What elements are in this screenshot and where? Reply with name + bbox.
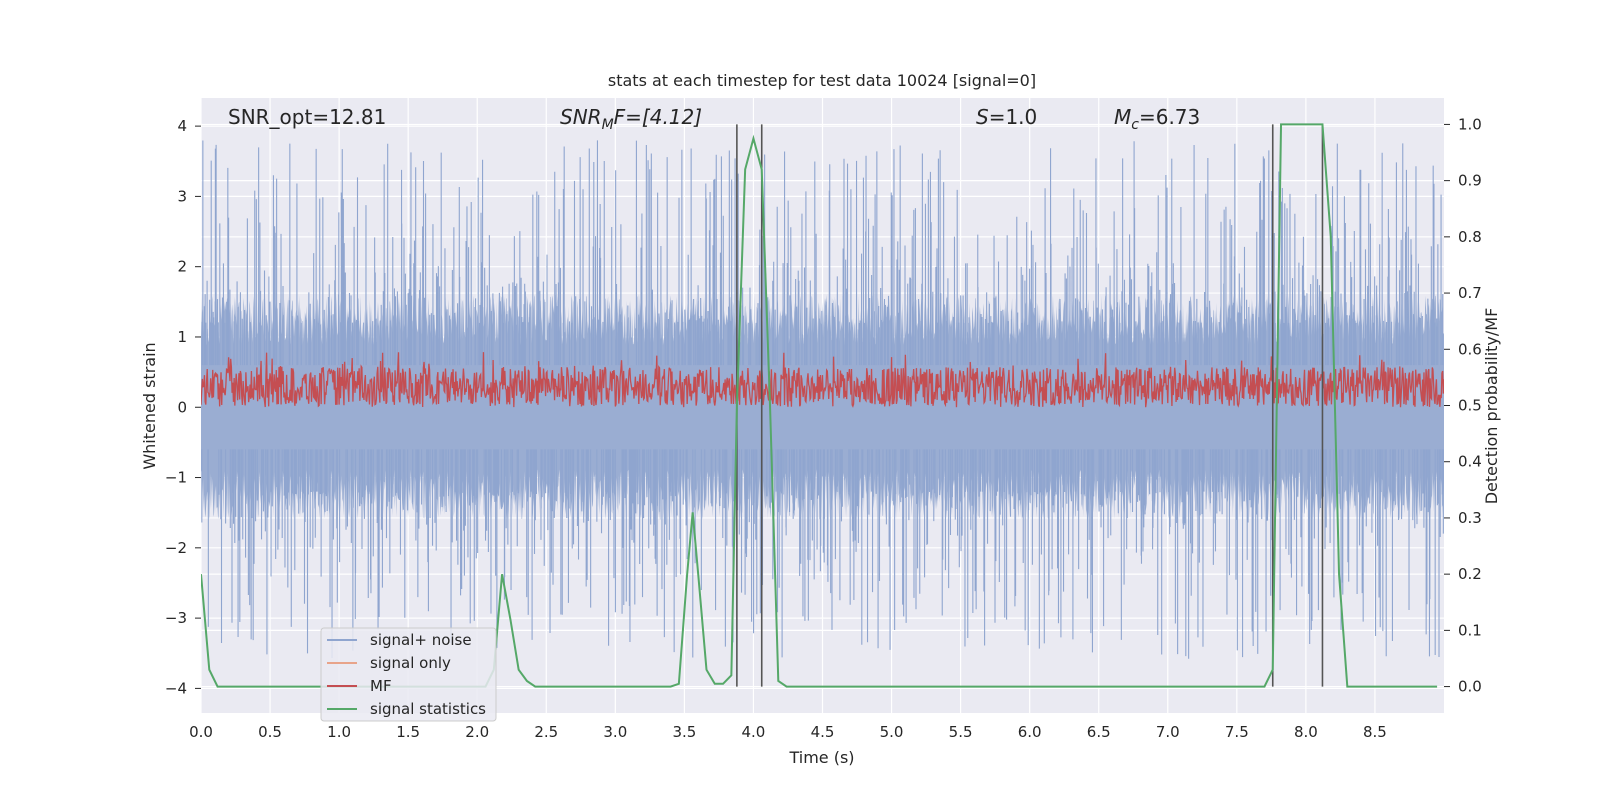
x-tick-6: 3.0: [603, 723, 627, 741]
annotation-mc: Mc=6.73: [1114, 105, 1200, 133]
x-tick-14: 7.0: [1156, 723, 1180, 741]
x-tick-15: 7.5: [1225, 723, 1249, 741]
annotation-s-main: S: [976, 105, 989, 129]
x-tick-8: 4.0: [742, 723, 766, 741]
y2-tick-0: 0.0: [1458, 678, 1482, 696]
legend-label-signal-statistics: signal statistics: [370, 700, 486, 718]
x-tick-4: 2.0: [465, 723, 489, 741]
annotation-snr-mf-rest: F=[4.12]: [614, 105, 702, 129]
y2-tick-3: 0.3: [1458, 509, 1482, 527]
chart-title: stats at each timestep for test data 100…: [608, 71, 1036, 90]
series-signal-noise: [201, 140, 1444, 659]
legend-label-signal-only: signal only: [370, 654, 451, 672]
y2-tick-1: 0.1: [1458, 621, 1482, 639]
annotation-snr-mf-main: SNR: [560, 105, 602, 129]
x-tick-1: 0.5: [258, 723, 282, 741]
y2-axis-label: Detection probability/MF: [1482, 308, 1501, 505]
x-axis-label: Time (s): [788, 748, 854, 767]
y-tick-8: 4: [177, 117, 187, 135]
y-tick-5: 1: [177, 328, 187, 346]
x-tick-11: 5.5: [949, 723, 973, 741]
annotation-mc-sub: c: [1131, 117, 1139, 133]
legend-label-mf: MF: [370, 677, 392, 695]
y-axis-label: Whitened strain: [140, 342, 159, 469]
y2-tick-10: 1.0: [1458, 115, 1482, 133]
x-tick-12: 6.0: [1018, 723, 1042, 741]
legend: signal+ noise signal only MF signal stat…: [320, 627, 497, 722]
y2-tick-9: 0.9: [1458, 172, 1482, 190]
y-tick-6: 2: [177, 258, 187, 276]
y-tick-2: −2: [165, 539, 187, 557]
y2-tick-8: 0.8: [1458, 228, 1482, 246]
y-tick-1: −3: [165, 609, 187, 627]
series-mf: [201, 352, 1444, 408]
x-tick-0: 0.0: [189, 723, 213, 741]
annotation-snr-mf: SNRMF=[4.12]: [560, 105, 702, 133]
x-tick-17: 8.5: [1363, 723, 1387, 741]
y-tick-0: −4: [165, 679, 187, 697]
annotation-mc-rest: =6.73: [1139, 105, 1200, 129]
x-tick-5: 2.5: [534, 723, 558, 741]
annotation-mc-main: M: [1114, 105, 1131, 129]
x-tick-7: 3.5: [672, 723, 696, 741]
x-tick-9: 4.5: [811, 723, 835, 741]
axis-ticks: 0.0 0.5 1.0 1.5 2.0 2.5 3.0 3.5 4.0 4.5 5.0 5.5 6.0 6…: [165, 115, 1482, 741]
x-tick-3: 1.5: [396, 723, 420, 741]
x-tick-2: 1.0: [327, 723, 351, 741]
series-signal-noise-fill: [201, 294, 1444, 520]
annotation-s: S=1.0: [976, 105, 1037, 129]
x-tick-10: 5.0: [880, 723, 904, 741]
legend-box: [320, 627, 497, 722]
y2-tick-7: 0.7: [1458, 284, 1482, 302]
legend-label-signal-noise: signal+ noise: [370, 631, 472, 649]
y-tick-4: 0: [177, 398, 187, 416]
y-tick-7: 3: [177, 187, 187, 205]
y2-tick-2: 0.2: [1458, 565, 1482, 583]
annotation-snr-mf-sub: M: [602, 117, 614, 133]
x-tick-16: 8.0: [1294, 723, 1318, 741]
annotation-s-rest: =1.0: [989, 105, 1038, 129]
y2-tick-5: 0.5: [1458, 397, 1482, 415]
y2-tick-4: 0.4: [1458, 453, 1482, 471]
x-tick-13: 6.5: [1087, 723, 1111, 741]
y2-tick-6: 0.6: [1458, 340, 1482, 358]
annotation-snr-opt: SNR_opt=12.81: [228, 105, 386, 129]
y-tick-3: −1: [165, 469, 187, 487]
